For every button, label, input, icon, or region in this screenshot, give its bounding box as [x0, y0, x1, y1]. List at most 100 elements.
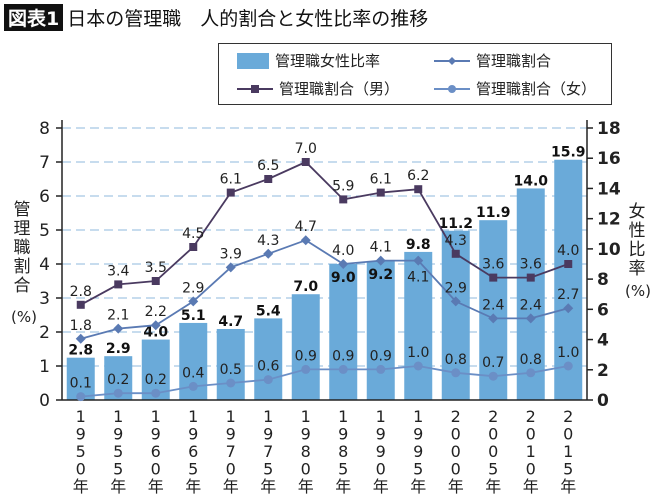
x-tick-label-char: 0	[301, 460, 311, 479]
point-value-label: 6.1	[220, 172, 242, 188]
x-tick-label-char: 9	[413, 425, 423, 444]
x-tick-label-char: 9	[413, 442, 423, 461]
point-value-label: 4.3	[445, 233, 467, 249]
square-marker	[189, 243, 198, 251]
circle-marker	[301, 364, 311, 374]
x-tick-label-char: 1	[113, 407, 123, 426]
x-tick-label-char: 年	[148, 477, 164, 496]
x-tick-label-char: 5	[76, 442, 86, 461]
x-tick-label-char: 年	[298, 477, 314, 496]
point-value-label: 1.0	[557, 345, 579, 361]
x-tick-label-char: 年	[448, 477, 464, 496]
x-tick-label-char: 9	[113, 425, 123, 444]
legend-item-bar: 管理職女性比率	[237, 50, 380, 71]
x-tick-label-char: 年	[223, 477, 239, 496]
x-tick-label-char: 9	[151, 425, 161, 444]
square-marker	[564, 260, 573, 268]
diamond-marker	[450, 296, 461, 307]
point-value-label: 3.4	[107, 263, 129, 279]
x-tick-label-char: 0	[76, 460, 86, 479]
point-value-label: 0.4	[182, 365, 204, 381]
point-value-label: 3.5	[145, 260, 167, 276]
point-value-label: 4.0	[332, 243, 354, 259]
x-tick-label-char: 6	[151, 442, 161, 461]
x-tick-label-char: 1	[376, 407, 386, 426]
point-value-label: 7.0	[295, 141, 317, 157]
legend-bar-swatch	[237, 52, 269, 69]
x-tick-label-char: 5	[113, 460, 123, 479]
left-tick-label: 7	[39, 153, 50, 173]
x-tick-label-char: 2	[488, 407, 498, 426]
point-value-label: 2.4	[520, 297, 542, 313]
bar-value-label: 9.8	[406, 237, 431, 253]
x-tick-label-char: 6	[188, 442, 198, 461]
series-line-diamond	[80, 239, 569, 340]
x-tick-label-char: 5	[488, 460, 498, 479]
x-tick-label-char: 0	[451, 425, 461, 444]
point-value-label: 2.1	[107, 308, 129, 324]
left-tick-label: 0	[39, 391, 50, 411]
bar-value-label: 14.0	[513, 173, 548, 189]
left-tick-label: 6	[39, 187, 50, 207]
square-marker	[526, 273, 535, 282]
diamond-marker	[150, 320, 161, 331]
left-tick-label: 8	[39, 119, 50, 139]
x-tick-label-char: 年	[485, 477, 501, 496]
x-tick-label-char: 9	[338, 425, 348, 444]
left-tick-label: 4	[39, 255, 50, 275]
left-axis-title-char: 割	[14, 257, 31, 277]
circle-marker	[376, 364, 386, 374]
left-tick-label: 2	[39, 323, 50, 343]
x-tick-label-char: 0	[451, 442, 461, 461]
point-value-label: 2.2	[145, 304, 167, 320]
point-value-label: 4.3	[257, 233, 279, 249]
right-tick-label: 14	[597, 179, 621, 199]
x-tick-label-char: 1	[563, 442, 573, 461]
bar-value-label: 5.4	[256, 303, 281, 319]
point-value-label: 5.9	[332, 178, 354, 194]
diamond-marker	[75, 333, 86, 344]
bar-value-label: 7.0	[293, 279, 318, 295]
left-axis-title-char: 管	[14, 200, 31, 220]
left-axis-title-char: 合	[14, 276, 31, 296]
series-line-circle	[80, 365, 569, 398]
circle-marker	[451, 368, 461, 378]
x-tick-label-char: 2	[451, 407, 461, 426]
diamond-marker	[338, 259, 349, 269]
x-tick-label-char: 1	[263, 407, 273, 426]
x-tick-label-char: 1	[526, 442, 536, 461]
point-value-label: 2.8	[70, 284, 92, 300]
x-tick-label-char: 0	[151, 460, 161, 479]
x-tick-label-char: 年	[560, 477, 576, 496]
right-tick-label: 16	[597, 149, 621, 169]
bar-value-label: 15.9	[551, 145, 586, 161]
diamond-marker	[300, 235, 311, 246]
x-tick-label-char: 1	[188, 407, 198, 426]
x-tick-label-char: 8	[301, 442, 311, 461]
point-value-label: 0.8	[445, 352, 467, 368]
diamond-marker	[488, 313, 499, 324]
x-tick-label-char: 7	[263, 442, 273, 461]
left-tick-label: 1	[39, 357, 50, 377]
series-line-square	[80, 160, 569, 306]
x-tick-label-char: 8	[338, 442, 348, 461]
bar-value-label: 9.0	[331, 270, 356, 286]
x-tick-label-char: 9	[376, 425, 386, 444]
point-value-label: 3.6	[520, 257, 542, 273]
point-value-label: 2.4	[482, 297, 504, 313]
circle-marker	[413, 361, 423, 371]
left-axis-title-char: 理	[14, 219, 31, 239]
square-marker	[451, 249, 460, 258]
chart-title: 図表1 日本の管理職 人的割合と女性比率の推移	[4, 4, 428, 31]
bar	[254, 318, 283, 400]
diamond-marker	[263, 248, 274, 259]
left-tick-label: 5	[39, 221, 50, 241]
circle-line-icon	[434, 84, 470, 93]
x-tick-label-char: 9	[76, 425, 86, 444]
right-axis-title-char: 比	[629, 240, 646, 260]
x-tick-label-char: 5	[563, 460, 573, 479]
square-marker	[301, 158, 310, 166]
x-tick-label-char: 年	[373, 477, 389, 496]
square-marker	[339, 195, 348, 204]
point-value-label: 0.5	[220, 362, 242, 378]
